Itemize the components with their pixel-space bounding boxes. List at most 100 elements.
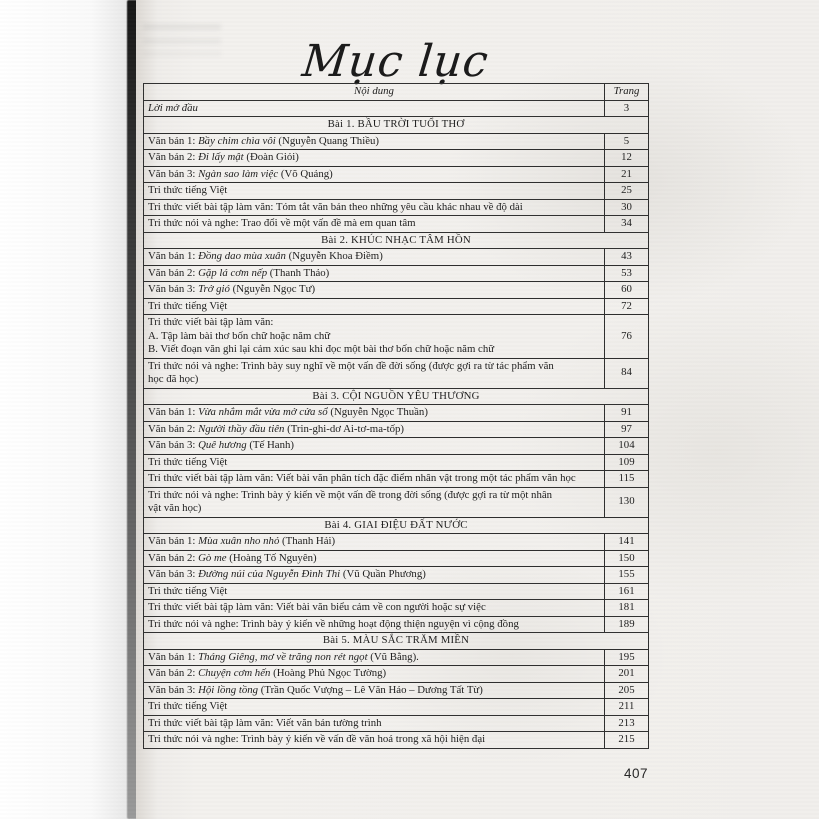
section-row: Bài 2. KHÚC NHẠC TÂM HỒN bbox=[143, 231, 649, 249]
toc-entry-title: Văn bản 1: Vừa nhắm mắt vừa mở cửa sổ (N… bbox=[143, 404, 605, 422]
section-row: Bài 4. GIAI ĐIỆU ĐẤT NƯỚC bbox=[143, 516, 649, 534]
toc-entry-title: Văn bản 2: Gặp lá cơm nếp (Thanh Thảo) bbox=[143, 264, 605, 282]
toc-entry-page: 130 bbox=[604, 486, 649, 518]
toc-row: Tri thức nói và nghe: Trình bày ý kiến v… bbox=[143, 486, 649, 518]
toc-row: Văn bản 1: Bầy chim chìa vôi (Nguyễn Qua… bbox=[143, 132, 649, 150]
toc-entry-title: Văn bản 3: Hội lồng tồng (Trần Quốc Vượn… bbox=[143, 681, 605, 699]
toc-entry-page: 43 bbox=[604, 248, 649, 266]
toc-entry-title: Tri thức nói và nghe: Trình bày suy nghĩ… bbox=[143, 357, 605, 389]
toc-row: Tri thức nói và nghe: Trình bày ý kiến v… bbox=[143, 615, 649, 633]
photo-backdrop bbox=[0, 0, 130, 819]
section-title: Bài 3. CỘI NGUỒN YÊU THƯƠNG bbox=[143, 387, 649, 405]
toc-entry-page: 141 bbox=[604, 533, 649, 551]
toc-entry-title: Tri thức tiếng Việt bbox=[143, 297, 605, 315]
toc-entry-title: Tri thức tiếng Việt bbox=[143, 182, 605, 200]
toc-entry-page: 150 bbox=[604, 549, 649, 567]
toc-row: Văn bản 2: Gặp lá cơm nếp (Thanh Thảo) 53 bbox=[143, 264, 649, 282]
toc-entry-title: Văn bản 2: Gò me (Hoàng Tố Nguyên) bbox=[143, 549, 605, 567]
toc-entry-page: 76 bbox=[604, 314, 649, 359]
toc-entry-title: Văn bản 1: Mùa xuân nho nhỏ (Thanh Hải) bbox=[143, 533, 605, 551]
toc-entry-title: Văn bản 1: Đồng dao mùa xuân (Nguyễn Kho… bbox=[143, 248, 605, 266]
toc-entry-page: 109 bbox=[604, 453, 649, 471]
toc-entry-page: 60 bbox=[604, 281, 649, 299]
toc-row: Văn bản 3: Hội lồng tồng (Trần Quốc Vượn… bbox=[143, 681, 649, 699]
toc-entry-title: Văn bản 2: Người thầy đầu tiên (Trin-ghi… bbox=[143, 420, 605, 438]
toc-table-body: Lời mở đầu 3 Bài 1. BẦU TRỜI TUỔI THƠ Văn b… bbox=[143, 99, 649, 749]
toc-entry-title: Văn bản 3: Quê hương (Tế Hanh) bbox=[143, 437, 605, 455]
toc-entry-page: 211 bbox=[604, 698, 649, 716]
toc-table: Nội dung Trang Lời mở đầu 3 Bài 1. BẦU TRỜ… bbox=[143, 83, 649, 749]
toc-entry-page: 189 bbox=[604, 615, 649, 633]
toc-entry-title: Tri thức nói và nghe: Trao đổi về một vấ… bbox=[143, 215, 605, 233]
toc-row: Văn bản 2: Đi lấy mật (Đoàn Giỏi) 12 bbox=[143, 149, 649, 167]
toc-entry-page: 25 bbox=[604, 182, 649, 200]
toc-entry-page: 5 bbox=[604, 132, 649, 150]
toc-entry-title: Tri thức tiếng Việt bbox=[143, 698, 605, 716]
toc-entry-title: Tri thức viết bài tập làm văn: Tóm tắt v… bbox=[143, 198, 605, 216]
toc-entry-page: 104 bbox=[604, 437, 649, 455]
toc-entry-title: Văn bản 3: Đường núi của Nguyễn Đình Thi… bbox=[143, 566, 605, 584]
section-title: Bài 4. GIAI ĐIỆU ĐẤT NƯỚC bbox=[143, 516, 649, 534]
section-row: Bài 5. MÀU SẮC TRĂM MIỀN bbox=[143, 632, 649, 650]
toc-entry-page: 91 bbox=[604, 404, 649, 422]
page-column-header: Trang bbox=[604, 83, 649, 101]
toc-row: Văn bản 2: Chuyện cơm hến (Hoàng Phủ Ngọ… bbox=[143, 665, 649, 683]
toc-row: Văn bản 2: Gò me (Hoàng Tố Nguyên) 150 bbox=[143, 549, 649, 567]
toc-entry-title: Tri thức tiếng Việt bbox=[143, 453, 605, 471]
toc-entry-title: Tri thức nói và nghe: Trình bày ý kiến v… bbox=[143, 731, 605, 749]
toc-row: Tri thức nói và nghe: Trình bày suy nghĩ… bbox=[143, 357, 649, 389]
content-column-header: Nội dung bbox=[143, 83, 605, 101]
toc-row: Văn bản 3: Trở gió (Nguyễn Ngọc Tư) 60 bbox=[143, 281, 649, 299]
toc-entry-page: 12 bbox=[604, 149, 649, 167]
toc-row: Lời mở đầu 3 bbox=[143, 99, 649, 117]
section-title: Bài 1. BẦU TRỜI TUỔI THƠ bbox=[143, 116, 649, 134]
toc-entry-title: Văn bản 3: Ngàn sao làm việc (Võ Quảng) bbox=[143, 165, 605, 183]
toc-entry-page: 3 bbox=[604, 99, 649, 117]
section-title: Bài 2. KHÚC NHẠC TÂM HỒN bbox=[143, 231, 649, 249]
toc-entry-title: Tri thức viết bài tập làm văn: Viết bài … bbox=[143, 470, 605, 488]
toc-entry-title: Tri thức nói và nghe: Trình bày ý kiến v… bbox=[143, 486, 605, 518]
toc-entry-page: 72 bbox=[604, 297, 649, 315]
toc-entry-page: 97 bbox=[604, 420, 649, 438]
toc-row: Tri thức viết bài tập làm văn: Viết bài … bbox=[143, 599, 649, 617]
toc-entry-title: Lời mở đầu bbox=[143, 99, 605, 117]
section-row: Bài 1. BẦU TRỜI TUỔI THƠ bbox=[143, 116, 649, 134]
toc-row: Văn bản 1: Mùa xuân nho nhỏ (Thanh Hải) 1… bbox=[143, 533, 649, 551]
toc-row: Tri thức viết bài tập làm văn: Viết văn … bbox=[143, 714, 649, 732]
toc-entry-title: Văn bản 2: Đi lấy mật (Đoàn Giỏi) bbox=[143, 149, 605, 167]
toc-row: Văn bản 1: Đồng dao mùa xuân (Nguyễn Kho… bbox=[143, 248, 649, 266]
toc-row: Tri thức tiếng Việt 109 bbox=[143, 453, 649, 471]
section-title: Bài 5. MÀU SẮC TRĂM MIỀN bbox=[143, 632, 649, 650]
toc-header-row: Nội dung Trang bbox=[143, 83, 649, 101]
toc-entry-title: Văn bản 2: Chuyện cơm hến (Hoàng Phủ Ngọ… bbox=[143, 665, 605, 683]
toc-entry-page: 155 bbox=[604, 566, 649, 584]
toc-entry-page: 84 bbox=[604, 357, 649, 389]
toc-row: Tri thức nói và nghe: Trình bày ý kiến v… bbox=[143, 731, 649, 749]
toc-entry-page: 21 bbox=[604, 165, 649, 183]
toc-row: Tri thức viết bài tập làm văn: A. Tập làm… bbox=[143, 314, 649, 359]
toc-entry-title: Văn bản 1: Bầy chim chìa vôi (Nguyễn Qua… bbox=[143, 132, 605, 150]
toc-row: Văn bản 3: Quê hương (Tế Hanh) 104 bbox=[143, 437, 649, 455]
toc-row: Văn bản 1: Tháng Giêng, mơ về trăng non … bbox=[143, 648, 649, 666]
folio-page-number: 407 bbox=[623, 766, 648, 781]
toc-entry-page: 30 bbox=[604, 198, 649, 216]
toc-entry-page: 181 bbox=[604, 599, 649, 617]
toc-row: Tri thức tiếng Việt 72 bbox=[143, 297, 649, 315]
toc-entry-page: 215 bbox=[604, 731, 649, 749]
toc-entry-page: 53 bbox=[604, 264, 649, 282]
toc-entry-title: Tri thức tiếng Việt bbox=[143, 582, 605, 600]
toc-entry-page: 195 bbox=[604, 648, 649, 666]
toc-row: Văn bản 2: Người thầy đầu tiên (Trin-ghi… bbox=[143, 420, 649, 438]
section-row: Bài 3. CỘI NGUỒN YÊU THƯƠNG bbox=[143, 387, 649, 405]
toc-entry-page: 115 bbox=[604, 470, 649, 488]
toc-entry-title: Tri thức viết bài tập làm văn: Viết văn … bbox=[143, 714, 605, 732]
toc-table-container: Nội dung Trang Lời mở đầu 3 Bài 1. BẦU TRỜ… bbox=[143, 83, 649, 749]
toc-entry-page: 161 bbox=[604, 582, 649, 600]
toc-row: Tri thức nói và nghe: Trao đổi về một vấ… bbox=[143, 215, 649, 233]
toc-entry-page: 34 bbox=[604, 215, 649, 233]
toc-row: Tri thức viết bài tập làm văn: Tóm tắt v… bbox=[143, 198, 649, 216]
toc-entry-title: Tri thức viết bài tập làm văn: A. Tập làm… bbox=[143, 314, 605, 359]
toc-row: Tri thức tiếng Việt 25 bbox=[143, 182, 649, 200]
toc-entry-title: Tri thức nói và nghe: Trình bày ý kiến v… bbox=[143, 615, 605, 633]
toc-entry-title: Văn bản 3: Trở gió (Nguyễn Ngọc Tư) bbox=[143, 281, 605, 299]
